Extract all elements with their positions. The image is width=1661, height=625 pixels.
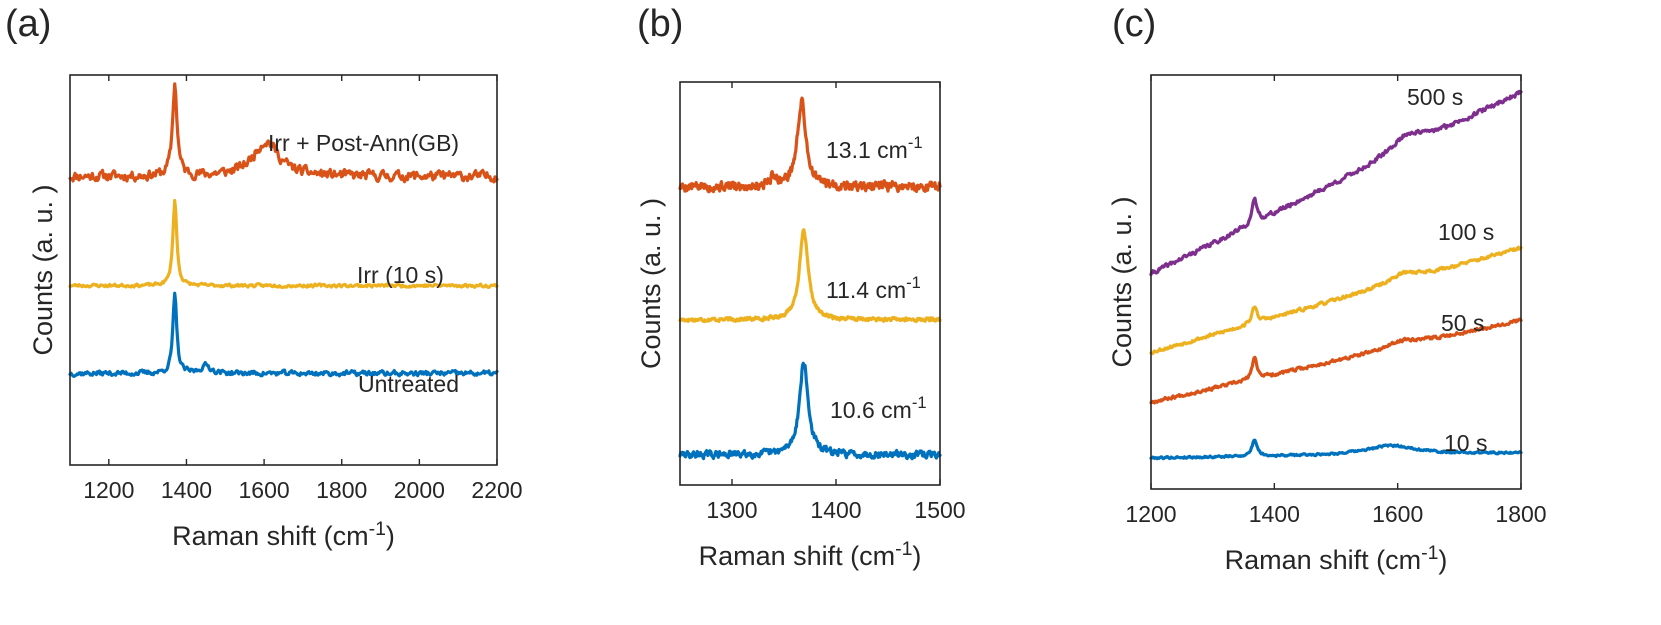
series-annotation: 50 s <box>1441 310 1484 336</box>
series-annotation: 10.6 cm-1 <box>830 393 927 423</box>
x-tick-label: 1500 <box>914 497 965 523</box>
x-tick-label: 1600 <box>1372 501 1423 527</box>
series-line-2 <box>68 198 499 289</box>
panel-a: (a) 1200 1400 1600 1800 2000 2200 Raman shift (… <box>5 3 523 551</box>
x-tick-label: 1200 <box>83 477 134 503</box>
text-main: 13.1 cm <box>826 137 908 163</box>
text-main: Raman shift (cm <box>1225 545 1422 575</box>
text-superscript: -1 <box>908 133 923 152</box>
panel-label: (b) <box>637 3 683 45</box>
text-tail: ) <box>1438 545 1447 575</box>
series-line-1 <box>68 82 499 184</box>
x-tick-label: 1200 <box>1125 501 1176 527</box>
x-tick-label: 1600 <box>239 477 290 503</box>
text-superscript: -1 <box>1421 542 1438 564</box>
text-tail: ) <box>912 541 921 571</box>
series-annotation: Irr (10 s) <box>357 262 444 288</box>
text-main: 11.4 cm <box>826 277 906 303</box>
x-tick-label: 1400 <box>810 497 861 523</box>
series-annotation: 500 s <box>1407 84 1463 110</box>
x-axis-title: Raman shift (cm-1) <box>172 518 395 551</box>
series-annotation: 11.4 cm-1 <box>826 273 921 303</box>
series-annotation: 10 s <box>1444 430 1487 456</box>
panel-label: (c) <box>1112 3 1156 45</box>
y-axis-title: Counts (a. u. ) <box>1107 196 1137 367</box>
text-superscript: -1 <box>895 538 912 560</box>
y-axis-title: Counts (a. u. ) <box>636 198 666 369</box>
panel-c: (c) 1200 1400 1600 1800 Raman shift (cm-1) Cou… <box>1107 3 1547 575</box>
series-line-4 <box>1149 438 1523 461</box>
text-main: 10.6 cm <box>830 397 912 423</box>
y-axis-title: Counts (a. u. ) <box>28 184 58 355</box>
x-axis-title: Raman shift (cm-1) <box>699 538 922 571</box>
panel-label: (a) <box>5 3 51 45</box>
series-annotation: 13.1 cm-1 <box>826 133 923 163</box>
x-tick-label: 1800 <box>316 477 367 503</box>
x-tick-label: 1400 <box>1249 501 1300 527</box>
x-tick-label: 1300 <box>706 497 757 523</box>
plot-frame <box>679 81 941 486</box>
text-tail: ) <box>386 521 395 551</box>
series-line-1 <box>1149 89 1523 277</box>
x-tick-label: 1400 <box>161 477 212 503</box>
x-axis-title: Raman shift (cm-1) <box>1225 542 1448 575</box>
plot-frame <box>1150 74 1522 490</box>
series-line-1 <box>678 96 942 194</box>
text-superscript: -1 <box>369 518 386 540</box>
x-tick-label: 1800 <box>1495 501 1546 527</box>
x-tick-label: 2200 <box>471 477 522 503</box>
text-main: Raman shift (cm <box>699 541 896 571</box>
series-line-3 <box>678 361 942 461</box>
x-tick-label: 2000 <box>394 477 445 503</box>
text-superscript: -1 <box>906 273 921 292</box>
series-annotation: Irr + Post-Ann(GB) <box>268 130 459 156</box>
text-superscript: -1 <box>912 393 927 412</box>
text-main: Raman shift (cm <box>172 521 369 551</box>
plot-frame <box>69 74 498 466</box>
series-line-3 <box>1149 317 1523 405</box>
series-annotation: Untreated <box>358 371 459 397</box>
series-line-2 <box>678 228 942 324</box>
series-line-3 <box>68 291 499 379</box>
series-annotation: 100 s <box>1438 219 1494 245</box>
series-line-2 <box>1149 245 1523 356</box>
